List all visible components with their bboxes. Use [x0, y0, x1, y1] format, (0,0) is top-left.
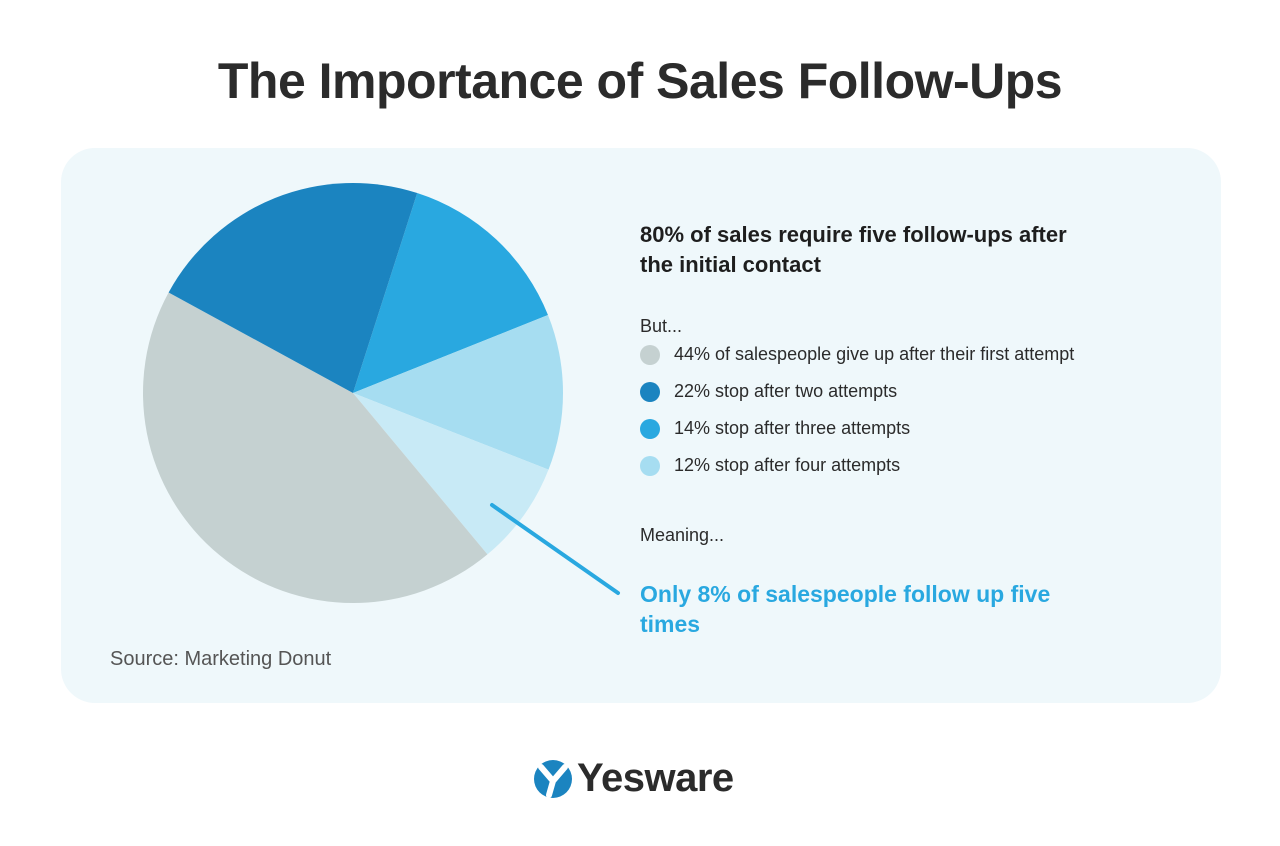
source-note: Source: Marketing Donut	[110, 648, 332, 670]
pie-slice-8	[353, 393, 549, 555]
legend-dot	[640, 418, 660, 439]
yesware-logo-icon	[534, 759, 572, 798]
pie-slice-14	[353, 193, 548, 393]
meaning-label: Meaning...	[640, 525, 725, 545]
legend-item: 22% stop after two attempts	[640, 373, 1074, 410]
legend-label: 14% stop after three attempts	[674, 418, 911, 438]
legend-dot	[640, 381, 660, 402]
legend-item: 12% stop after four attempts	[640, 447, 1074, 484]
legend-item: 44% of salespeople give up after their f…	[640, 336, 1074, 373]
yesware-logo: Yesware	[533, 756, 734, 801]
callout-text: Only 8% of salespeople follow up five ti…	[640, 581, 1051, 637]
legend-label: 22% stop after two attempts	[674, 381, 898, 401]
legend-item: 14% stop after three attempts	[640, 410, 1074, 447]
pie-slice-12	[353, 315, 564, 470]
page-title: The Importance of Sales Follow-Ups	[217, 53, 1063, 109]
headline: 80% of sales require five follow-ups aft…	[640, 222, 1067, 277]
legend-label: 44% of salespeople give up after their f…	[674, 344, 1075, 364]
logo-text: Yesware	[577, 756, 734, 800]
legend-label: 12% stop after four attempts	[674, 455, 901, 475]
legend-dot	[640, 344, 660, 365]
but-label: But...	[640, 316, 683, 336]
legend: 44% of salespeople give up after their f…	[640, 336, 1074, 484]
callout-leader-line	[490, 503, 620, 595]
legend-dot	[640, 455, 660, 476]
pie-slice-44	[142, 292, 488, 604]
infographic-card: 80% of sales require five follow-ups aft…	[61, 148, 1221, 703]
pie-slice-22	[168, 183, 418, 393]
pie-chart	[142, 183, 620, 604]
